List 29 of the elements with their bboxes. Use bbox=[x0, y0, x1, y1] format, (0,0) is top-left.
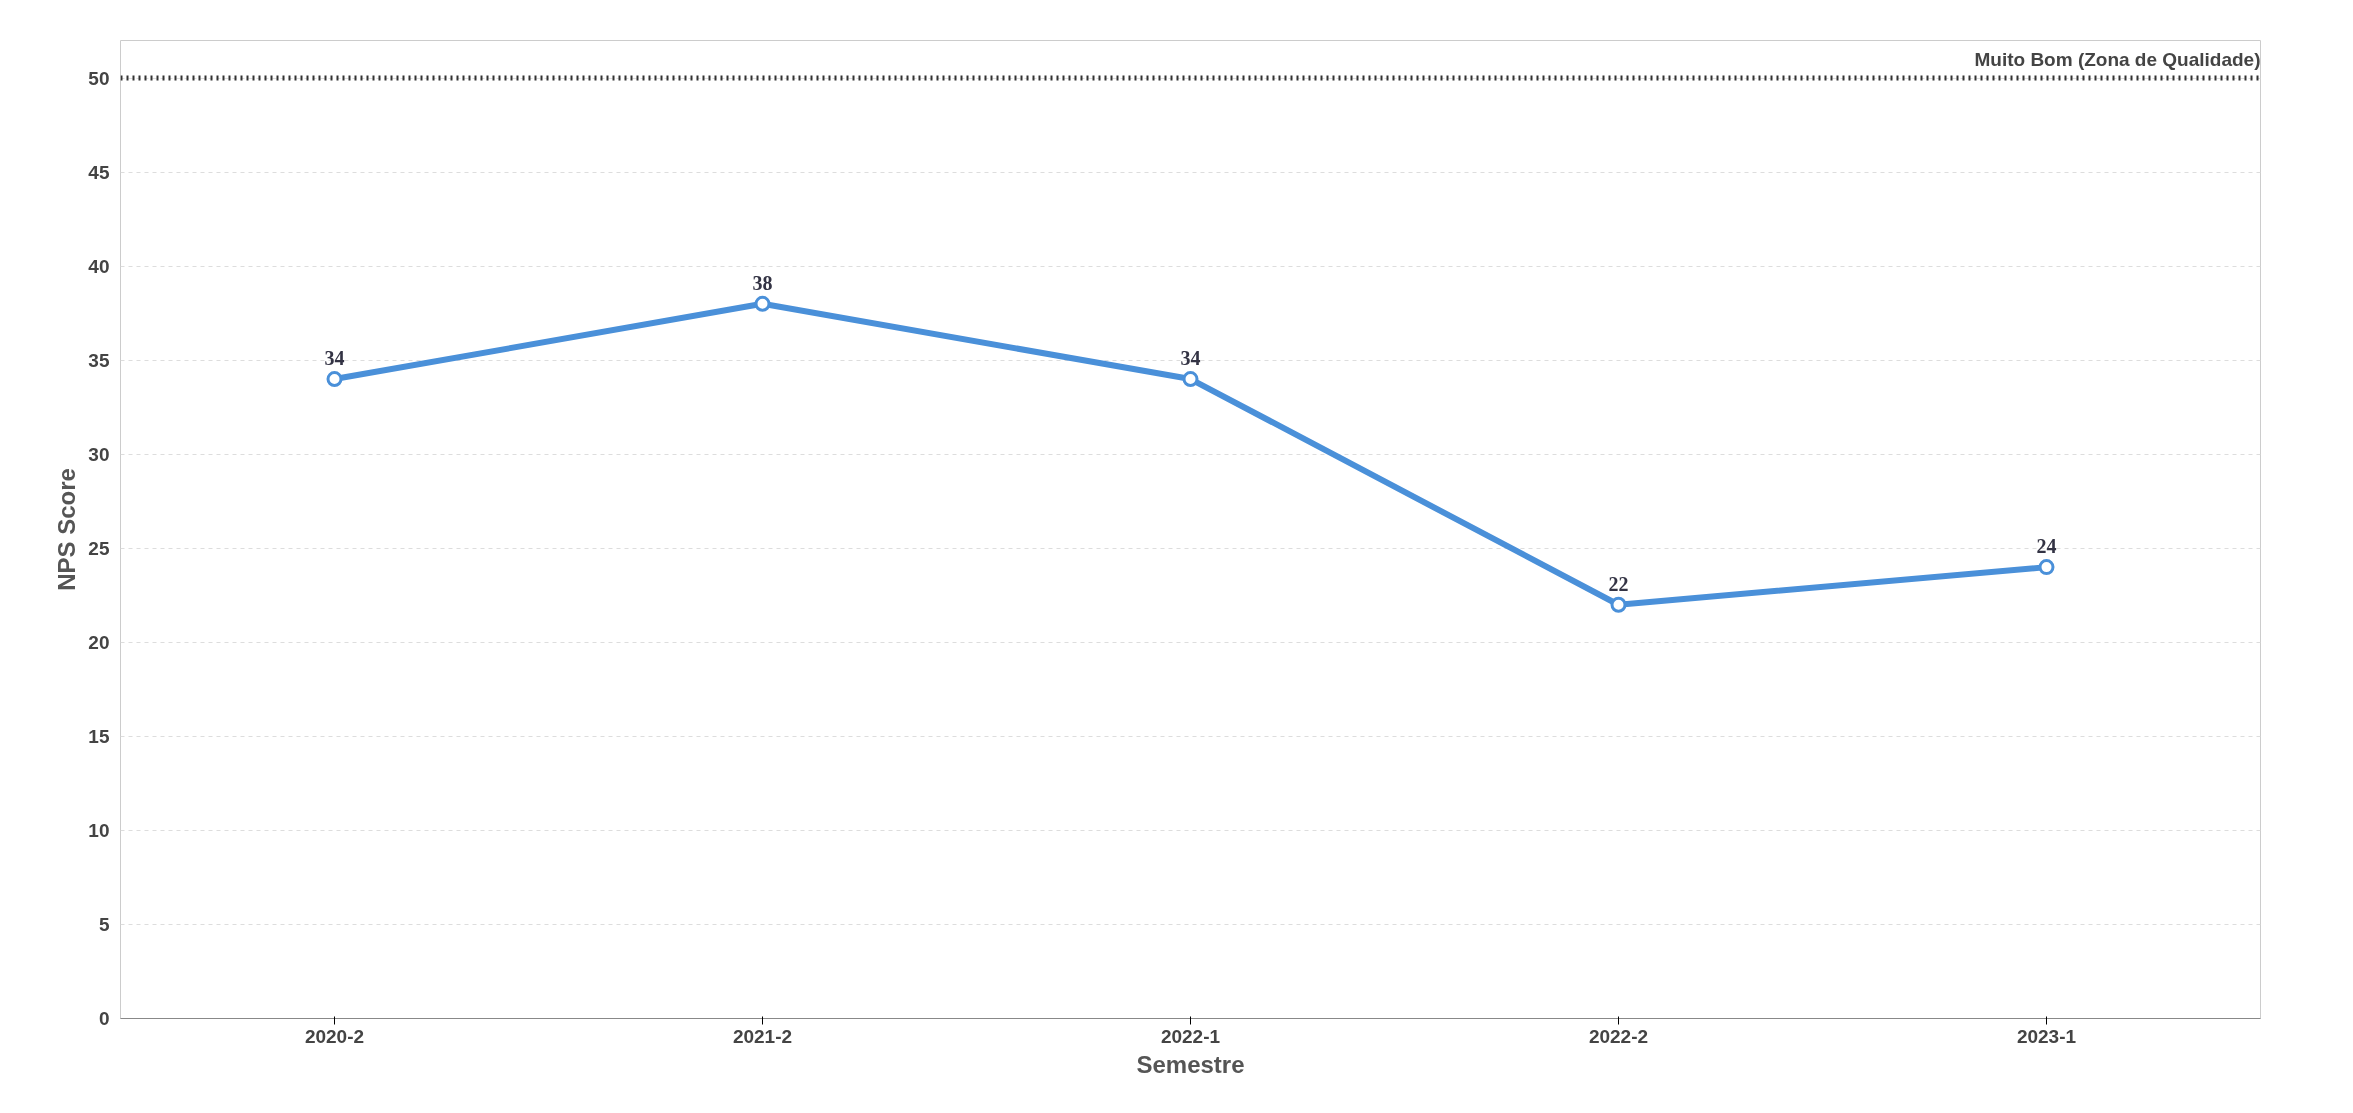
y-tick-label: 35 bbox=[88, 349, 110, 371]
y-tick-label: 45 bbox=[88, 161, 110, 183]
y-axis-title: NPS Score bbox=[53, 468, 81, 591]
x-tick-label: 2020-2 bbox=[304, 1025, 365, 1047]
data-label: 34 bbox=[324, 347, 345, 370]
x-tick-label: 2022-2 bbox=[1588, 1025, 1649, 1047]
data-label: 34 bbox=[1180, 347, 1201, 370]
y-tick-label: 10 bbox=[88, 819, 110, 841]
point bbox=[1610, 596, 1627, 613]
data-label: 22 bbox=[1608, 572, 1629, 595]
x-axis-title: Semestre bbox=[1136, 1050, 1245, 1078]
ref-line-label: Muito Bom (Zona de Qualidade) bbox=[1974, 49, 2261, 71]
y-tick-label: 25 bbox=[88, 537, 110, 559]
point bbox=[1182, 371, 1199, 388]
point bbox=[326, 371, 343, 388]
y-tick-label: 5 bbox=[98, 913, 110, 935]
x-tick-label: 2023-1 bbox=[2016, 1025, 2077, 1047]
x-tick-label: 2021-2 bbox=[732, 1025, 793, 1047]
y-tick-label: 50 bbox=[88, 67, 110, 89]
x-tick-label: 2022-1 bbox=[1160, 1025, 1221, 1047]
y-tick-label: 0 bbox=[98, 1008, 110, 1029]
point bbox=[754, 295, 771, 312]
data-label: 24 bbox=[2036, 535, 2057, 558]
y-tick-label: 20 bbox=[88, 631, 110, 653]
point bbox=[2038, 559, 2055, 576]
data-label: 38 bbox=[752, 271, 773, 294]
y-tick-label: 15 bbox=[88, 725, 110, 747]
y-tick-label: 30 bbox=[88, 443, 110, 465]
y-tick-label: 40 bbox=[88, 255, 110, 277]
